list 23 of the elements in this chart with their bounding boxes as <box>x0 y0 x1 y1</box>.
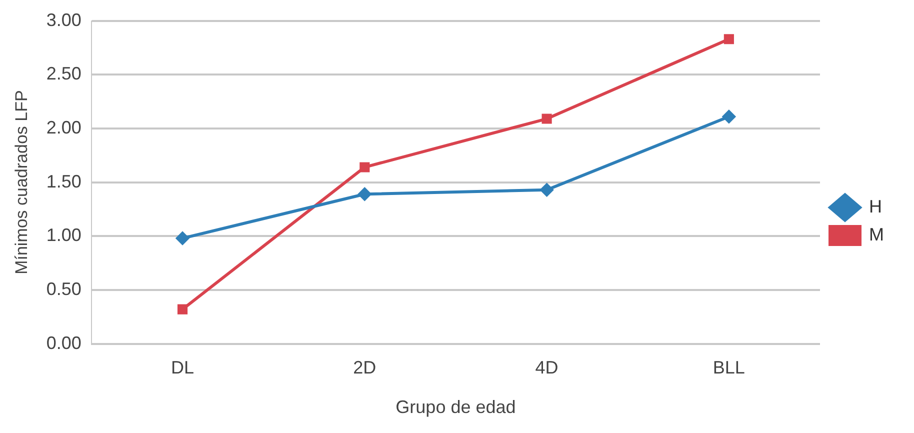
point <box>176 232 190 245</box>
y-axis-title: Mínimos cuadrados LFP <box>12 90 31 274</box>
legend-label: H <box>869 196 882 216</box>
x-tick-label: BLL <box>712 358 745 378</box>
x-tick-label: DL <box>170 358 194 378</box>
point <box>360 162 370 172</box>
point <box>722 110 736 124</box>
y-tick-label: 0.00 <box>46 332 82 353</box>
y-tick-label: 0.50 <box>46 278 82 299</box>
legend-label: M <box>869 224 884 244</box>
y-tick-label: 1.50 <box>46 171 82 192</box>
x-tick-label: 4D <box>535 358 558 378</box>
y-tick-label: 2.50 <box>46 64 82 84</box>
y-tick-label: 3.00 <box>46 10 82 30</box>
point <box>358 188 372 201</box>
point <box>540 183 554 196</box>
y-tick-label: 1.00 <box>46 225 82 246</box>
point <box>724 34 734 44</box>
point <box>542 114 552 124</box>
x-tick-label: 2D <box>353 358 376 378</box>
x-axis-title: Grupo de edad <box>396 397 516 418</box>
point <box>177 304 188 314</box>
y-tick-label: 2.00 <box>46 117 82 138</box>
